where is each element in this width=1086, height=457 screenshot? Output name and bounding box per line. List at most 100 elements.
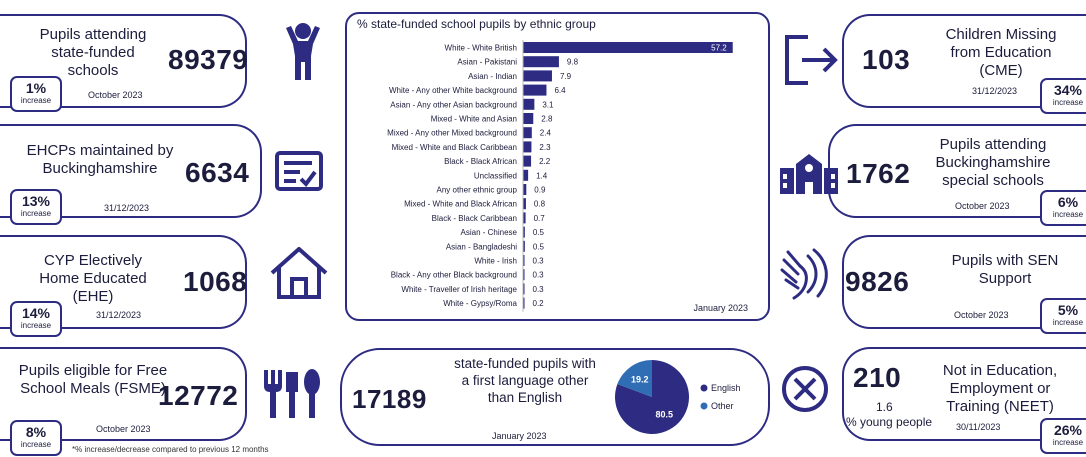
neet-rate: 1.6 [876,400,893,414]
card-title: Pupils eligible for Free School Meals (F… [18,362,168,397]
card-title: Children Missing from Education (CME) [945,26,1057,79]
bar [523,226,525,238]
card-value: 9826 [845,266,910,297]
category-label: Black - Black Caribbean [432,214,517,223]
category-label: White - White British [445,44,517,53]
bar [523,297,525,309]
circle-x-icon [782,366,828,412]
change-percent: 34% [1053,82,1083,98]
data-label: 3.1 [542,100,554,109]
card-value: 1068 [183,266,248,297]
change-badge: 1% increase [10,76,62,112]
change-badge: 5% increase [1040,298,1086,334]
category-label: Asian - Chinese [461,228,518,237]
data-label: 2.3 [539,143,551,152]
category-label: White - Any other White background [389,86,517,95]
data-label: 0.8 [534,200,546,209]
card-title: Pupils attending state-funded schools [39,26,147,79]
change-badge: 6% increase [1040,190,1086,226]
category-label: White - Irish [474,257,517,266]
data-label: 0.3 [533,257,545,266]
bar [523,56,559,68]
change-label: increase [1052,438,1084,447]
card-date: October 2023 [954,310,1009,320]
house-icon [270,247,328,299]
legend-label: English [711,383,741,393]
card-value: 210 [853,362,902,393]
data-label: 0.5 [533,242,545,251]
school-building-icon [780,154,838,194]
change-label: increase [20,440,52,449]
card-value: 6634 [185,157,250,188]
legend-marker [700,384,708,392]
data-label: 2.2 [539,157,551,166]
pie-slice [617,360,652,397]
change-percent: 1% [25,80,47,96]
chart-title: % state-funded school pupils by ethnic g… [357,17,596,31]
change-percent: 14% [21,305,51,321]
category-label: Asian - Indian [468,72,517,81]
change-badge: 26% increase [1040,418,1086,454]
card-date: 31/12/2023 [972,86,1018,96]
document-check-icon [275,151,323,191]
category-label: Mixed - White and Black Caribbean [392,143,517,152]
category-label: Asian - Pakistani [457,58,517,67]
helping-hands-icon [780,248,828,300]
bar [523,212,526,224]
data-label: 2.4 [540,129,552,138]
data-label: 7.9 [560,72,572,81]
change-label: increase [1052,98,1084,107]
card-date: October 2023 [96,424,151,434]
bar [523,84,547,96]
card-value: 12772 [158,380,239,411]
card-title: Pupils with SEN Support [951,252,1059,287]
data-label: 1.4 [536,171,548,180]
category-label: Unclassified [474,171,517,180]
language-text: state-funded pupils with a first languag… [454,356,596,405]
card-value: 89379 [168,44,249,75]
bar [523,283,525,295]
bar [523,184,527,195]
category-label: Any other ethnic group [437,186,518,195]
bar [523,70,552,82]
category-label: Black - Any other Black background [391,271,517,280]
card-date: October 2023 [88,90,143,100]
card-date: 31/12/2023 [104,203,150,213]
data-label: 57.2 [711,44,727,53]
bar [523,169,529,181]
change-badge: 34% increase [1040,78,1086,114]
change-label: increase [20,209,52,218]
category-label: Asian - Any other Asian background [390,100,517,109]
bar [523,98,535,110]
data-label: 0.3 [533,285,545,294]
exit-arrow-icon [785,35,838,85]
data-label: 9.8 [567,58,579,67]
bar [523,155,532,167]
footnote: *% increase/decrease compared to previou… [72,445,269,454]
category-label: White - Gypsy/Roma [443,299,517,308]
card-title: CYP Electively Home Educated (EHE) [39,252,147,305]
data-label: 0.5 [533,228,545,237]
category-label: Mixed - Any other Mixed background [387,129,517,138]
bar [523,198,526,210]
language-date: January 2023 [492,431,547,441]
ethnic-group-bar-chart: White - White British 57.2 Asian - Pakista… [387,40,733,312]
bar [523,42,733,53]
card-fsme [0,347,247,441]
card-date: 31/12/2023 [96,310,142,320]
slice-label: 19.2 [631,374,649,384]
slice-label: 80.5 [655,410,673,420]
card-date: 30/11/2023 [956,422,1001,432]
category-label: Mixed - White and Black African [404,200,517,209]
legend-label: Other [711,401,734,411]
card-title: EHCPs maintained by Buckinghamshire [26,142,174,177]
card-value: 1762 [846,158,911,189]
card-title: Not in Education, Employment or Training… [942,362,1058,415]
change-label: increase [20,321,52,330]
bar [523,113,534,124]
first-language-panel: 17189 state-funded pupils with a first l… [340,348,770,446]
cutlery-icon [264,369,320,418]
change-percent: 8% [25,424,47,440]
change-badge: 13% increase [10,189,62,225]
bar [523,127,532,139]
